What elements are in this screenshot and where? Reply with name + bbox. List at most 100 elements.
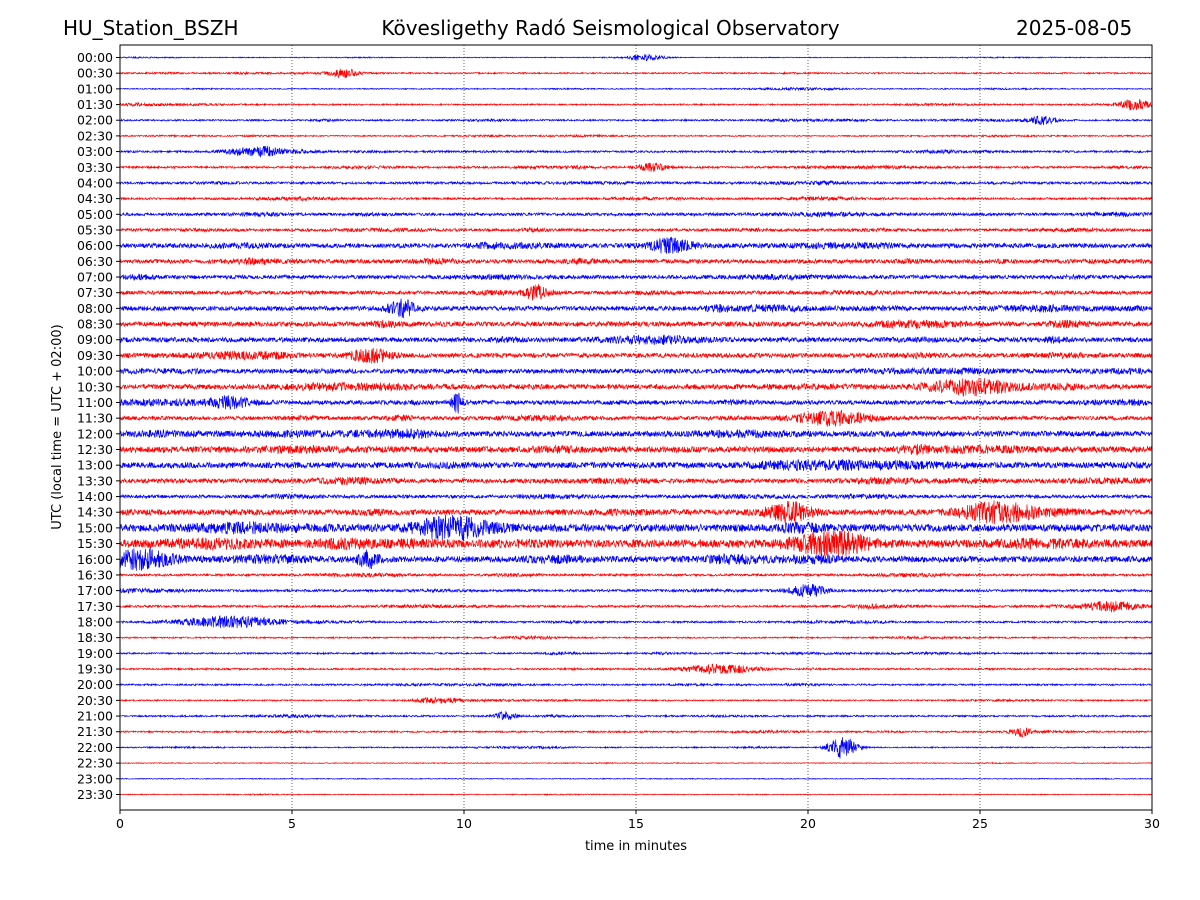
y-tick-label: 04:30 [77, 191, 113, 206]
y-tick-label: 11:00 [77, 395, 113, 410]
seismic-traces [119, 53, 1153, 796]
y-tick-label: 02:30 [77, 128, 113, 143]
trace-12:00 [119, 428, 1153, 440]
y-tick-label: 18:00 [77, 614, 113, 629]
trace-19:30 [119, 663, 1153, 675]
trace-00:00 [119, 53, 1153, 62]
trace-23:30 [119, 792, 1153, 796]
y-tick-label: 21:00 [77, 709, 113, 724]
y-tick-label: 09:30 [77, 348, 113, 363]
x-tick-label: 15 [628, 816, 644, 831]
y-tick-label: 14:00 [77, 489, 113, 504]
y-tick-label: 17:00 [77, 583, 113, 598]
trace-06:00 [119, 236, 1153, 254]
y-tick-label: 21:30 [77, 724, 113, 739]
x-tick-label: 10 [456, 816, 472, 831]
trace-01:30 [119, 99, 1153, 111]
trace-10:30 [119, 378, 1153, 398]
y-tick-label: 19:30 [77, 662, 113, 677]
y-tick-label: 09:00 [77, 332, 113, 347]
y-tick-label: 06:00 [77, 238, 113, 253]
trace-22:00 [119, 737, 1153, 759]
y-tick-label: 19:00 [77, 646, 113, 661]
y-tick-label: 15:00 [77, 520, 113, 535]
y-tick-label: 05:30 [77, 222, 113, 237]
x-tick-label: 30 [1144, 816, 1160, 831]
trace-20:00 [119, 682, 1153, 688]
trace-16:30 [119, 571, 1153, 579]
y-tick-label: 13:30 [77, 473, 113, 488]
trace-18:30 [119, 634, 1153, 641]
trace-00:30 [119, 68, 1153, 79]
trace-13:30 [119, 476, 1153, 486]
trace-03:00 [119, 145, 1153, 158]
y-tick-label: 12:30 [77, 442, 113, 457]
y-tick-label: 08:30 [77, 317, 113, 332]
y-tick-label: 08:00 [77, 301, 113, 316]
y-tick-label: 12:00 [77, 426, 113, 441]
y-tick-label: 23:30 [77, 787, 113, 802]
y-axis-label: UTC (local time = UTC + 02:00) [50, 324, 65, 529]
y-tick-label: 06:30 [77, 254, 113, 269]
trace-15:30 [119, 530, 1153, 557]
date-title: 2025-08-05 [1016, 16, 1133, 40]
trace-17:30 [119, 600, 1153, 613]
y-tick-label: 00:00 [77, 50, 113, 65]
trace-20:30 [119, 696, 1153, 704]
x-tick-label: 5 [288, 816, 296, 831]
trace-11:30 [119, 409, 1153, 428]
y-tick-label: 02:00 [77, 113, 113, 128]
y-tick-label: 00:30 [77, 66, 113, 81]
trace-02:00 [119, 115, 1153, 126]
y-tick-label: 13:00 [77, 458, 113, 473]
y-tick-label: 10:30 [77, 379, 113, 394]
y-tick-label: 23:00 [77, 771, 113, 786]
y-tick-label: 18:30 [77, 630, 113, 645]
trace-19:00 [119, 650, 1153, 656]
trace-18:00 [119, 615, 1153, 628]
trace-12:30 [119, 443, 1153, 456]
trace-08:30 [119, 318, 1153, 330]
trace-21:30 [119, 727, 1153, 738]
trace-15:00 [119, 514, 1153, 542]
trace-23:00 [119, 777, 1153, 781]
trace-07:30 [119, 284, 1153, 301]
y-tick-label: 04:00 [77, 175, 113, 190]
y-tick-label: 07:00 [77, 270, 113, 285]
trace-21:00 [119, 711, 1153, 721]
y-tick-label: 20:30 [77, 693, 113, 708]
y-tick-label: 01:00 [77, 81, 113, 96]
trace-04:00 [119, 179, 1153, 186]
y-tick-label: 11:30 [77, 411, 113, 426]
y-tick-label: 15:30 [77, 536, 113, 551]
trace-01:00 [119, 86, 1153, 92]
grid-lines [291, 45, 981, 810]
y-tick-label: 16:30 [77, 567, 113, 582]
trace-13:00 [119, 458, 1153, 472]
y-tick-label: 22:30 [77, 756, 113, 771]
x-axis-label: time in minutes [585, 839, 687, 854]
x-tick-label: 25 [972, 816, 988, 831]
trace-04:30 [119, 195, 1153, 202]
y-tick-label: 17:30 [77, 599, 113, 614]
trace-07:00 [119, 273, 1153, 282]
trace-06:30 [119, 256, 1153, 266]
trace-11:00 [119, 392, 1153, 414]
trace-17:00 [119, 583, 1153, 598]
y-tick-label: 20:00 [77, 677, 113, 692]
y-tick-label: 14:30 [77, 505, 113, 520]
x-tick-label: 20 [800, 816, 816, 831]
x-axis-ticks: 0 5 10 15 20 25 30 [116, 810, 1160, 831]
trace-03:30 [119, 162, 1153, 172]
y-tick-label: 22:00 [77, 740, 113, 755]
y-tick-label: 10:00 [77, 364, 113, 379]
trace-22:30 [119, 761, 1153, 765]
trace-14:00 [119, 492, 1153, 501]
station-title: HU_Station_BSZH [63, 16, 239, 40]
trace-05:00 [119, 210, 1153, 218]
y-tick-label: 03:30 [77, 160, 113, 175]
trace-05:30 [119, 226, 1153, 233]
trace-02:30 [119, 133, 1153, 139]
y-axis-ticks: 00:0000:3001:0001:3002:0002:3003:0003:30… [77, 50, 120, 802]
